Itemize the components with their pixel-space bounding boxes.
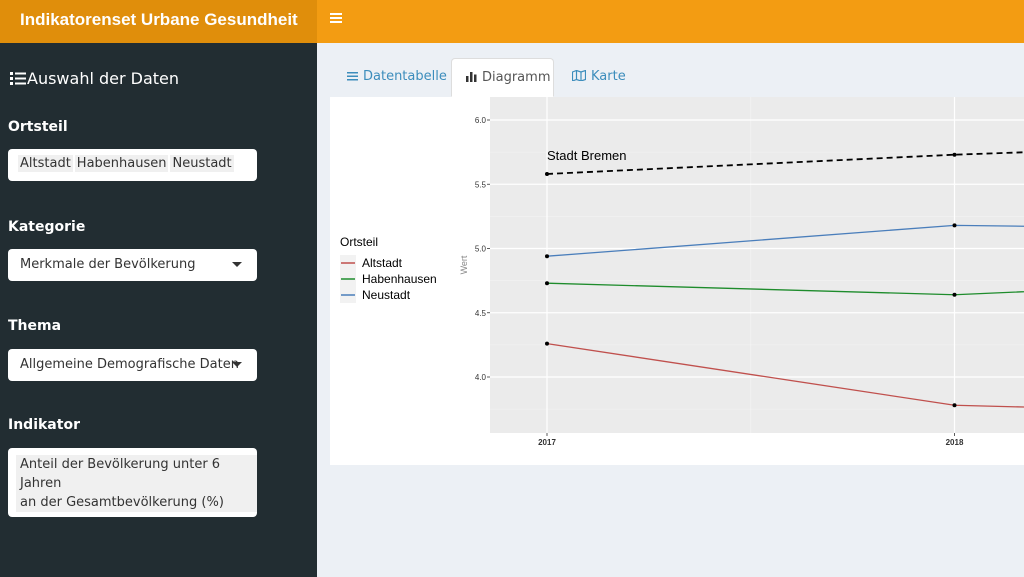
x-tick-label: 2017	[538, 438, 556, 447]
hamburger-icon[interactable]	[330, 13, 342, 23]
list-icon	[10, 72, 26, 85]
legend-title: Ortsteil	[340, 235, 378, 249]
header-bar: Indikatorenset Urbane Gesundheit	[0, 0, 1024, 43]
indikator-line-1: Anteil der Bevölkerung unter 6 Jahren	[20, 457, 221, 491]
ortsteil-label: Ortsteil	[8, 119, 68, 135]
legend-label: Altstadt	[362, 256, 403, 270]
data-point	[952, 292, 957, 297]
thema-select[interactable]: Allgemeine Demografische Daten	[8, 349, 257, 381]
tab-karte[interactable]: Karte	[558, 58, 640, 97]
kategorie-select[interactable]: Merkmale der Bevölkerung	[8, 249, 257, 281]
thema-value: Allgemeine Demografische Daten	[20, 357, 239, 372]
sidebar: Auswahl der Daten Ortsteil Altstadt Haben…	[0, 43, 317, 577]
y-tick-label: 6.0	[475, 116, 487, 125]
app-title: Indikatorenset Urbane Gesundheit	[0, 0, 317, 43]
y-axis-title: Wert	[459, 255, 469, 274]
ortsteil-tag[interactable]: Neustadt	[170, 155, 234, 172]
bar-chart-icon	[466, 72, 477, 82]
kategorie-value: Merkmale der Bevölkerung	[20, 257, 196, 272]
map-icon	[572, 70, 586, 81]
tab-datentabelle[interactable]: Datentabelle	[333, 58, 461, 97]
data-point	[952, 223, 957, 228]
indikator-select[interactable]: Anteil der Bevölkerung unter 6 Jahren an…	[8, 448, 257, 517]
ortsteil-tag[interactable]: Altstadt	[18, 155, 73, 172]
sidebar-title: Auswahl der Daten	[27, 69, 180, 88]
indikator-line-2: an der Gesamtbevölkerung (%)	[20, 495, 224, 510]
legend-label: Habenhausen	[362, 272, 437, 286]
table-icon	[347, 72, 358, 81]
line-chart: 4.0 4.5 5.0 5.5 6.0 2017 2018 Wert Stadt Bremen…	[340, 97, 1024, 447]
sidebar-header: Auswahl der Daten	[10, 69, 179, 88]
tab-label: Diagramm	[482, 70, 551, 85]
main-content: Datentabelle Diagramm Karte 4.0 4.5 5.0 5.5…	[317, 43, 1024, 577]
tab-label: Datentabelle	[363, 69, 447, 84]
thema-label: Thema	[8, 318, 62, 334]
data-point	[545, 341, 549, 346]
chart-panel: 4.0 4.5 5.0 5.5 6.0 2017 2018 Wert Stadt Bremen…	[330, 97, 1024, 465]
y-tick-label: 4.0	[475, 373, 487, 382]
legend-label: Neustadt	[362, 288, 411, 302]
tab-bar: Datentabelle Diagramm Karte	[330, 58, 1024, 98]
reference-point	[952, 152, 957, 157]
y-tick-label: 4.5	[475, 309, 487, 318]
reference-label: Stadt Bremen	[547, 148, 627, 163]
data-point	[952, 403, 957, 408]
indikator-tag[interactable]: Anteil der Bevölkerung unter 6 Jahren an…	[16, 455, 257, 512]
tab-diagramm[interactable]: Diagramm	[451, 58, 554, 97]
y-tick-label: 5.5	[475, 180, 487, 189]
caret-down-icon	[232, 262, 242, 267]
caret-down-icon	[232, 362, 242, 367]
y-tick-label: 5.0	[475, 245, 487, 254]
tab-label: Karte	[591, 69, 626, 84]
data-point	[545, 281, 549, 286]
ortsteil-multiselect[interactable]: Altstadt Habenhausen Neustadt	[8, 149, 257, 181]
reference-line	[546, 151, 1024, 175]
x-tick-label: 2018	[946, 438, 964, 447]
kategorie-label: Kategorie	[8, 219, 86, 235]
ortsteil-tag[interactable]: Habenhausen	[74, 155, 169, 172]
data-point	[545, 254, 549, 259]
indikator-label: Indikator	[8, 417, 80, 433]
reference-point	[545, 171, 549, 176]
